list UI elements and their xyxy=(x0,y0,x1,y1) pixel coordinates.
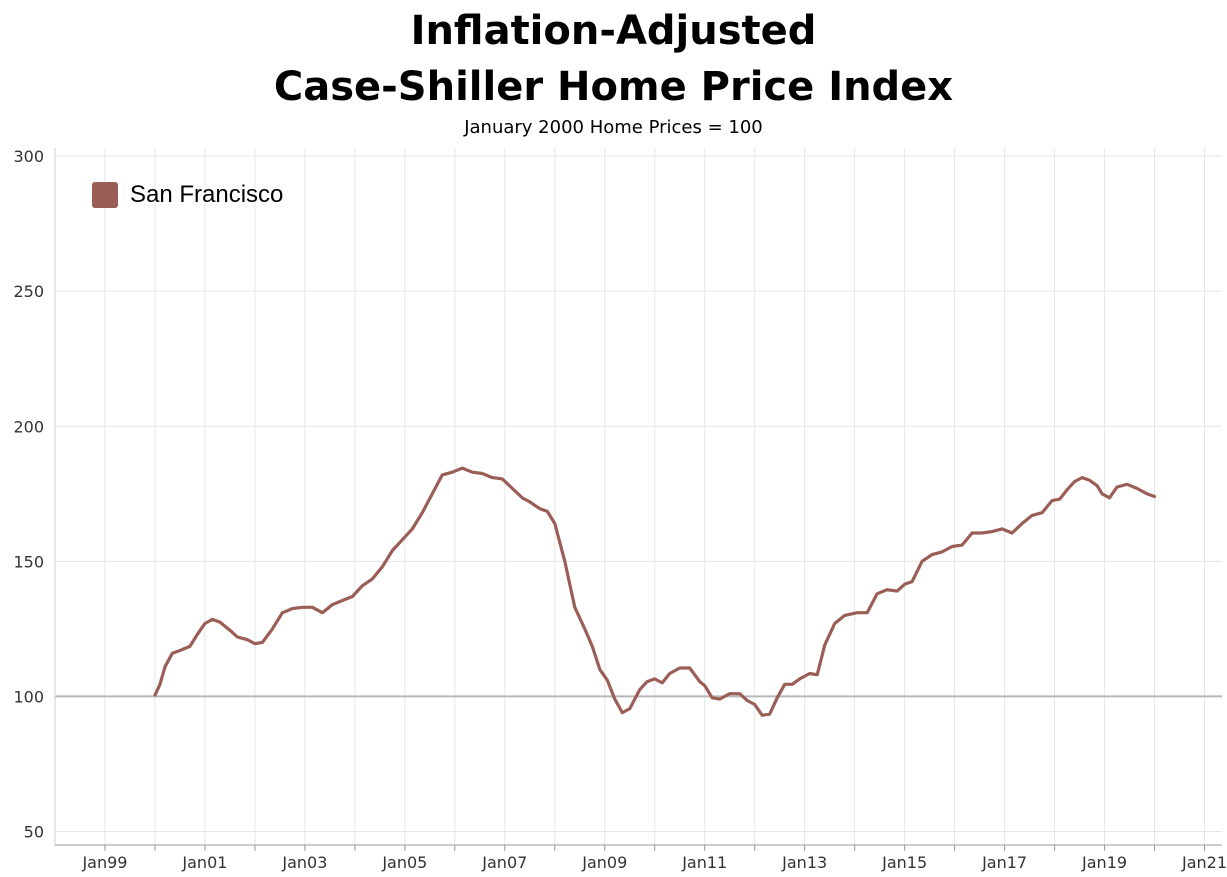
y-tick-label-50: 50 xyxy=(24,822,44,841)
x-tick-label-jan13: Jan13 xyxy=(781,853,827,872)
legend: San Francisco xyxy=(92,181,283,209)
axes xyxy=(54,148,1222,851)
x-tick-label-jan19: Jan19 xyxy=(1081,853,1127,872)
chart-title-line-2: Case-Shiller Home Price Index xyxy=(273,64,954,110)
chart-title-line-1: Inflation-Adjusted xyxy=(410,8,817,54)
series-line-san-francisco xyxy=(153,466,1157,717)
x-tick-label-jan03: Jan03 xyxy=(281,853,327,872)
x-tick-label-jan99: Jan99 xyxy=(81,853,127,872)
chart-subtitle: January 2000 Home Prices = 100 xyxy=(464,117,763,138)
x-tick-label-jan01: Jan01 xyxy=(181,853,227,872)
x-tick-label-jan05: Jan05 xyxy=(381,853,427,872)
x-gridlines xyxy=(104,148,1206,845)
y-tick-label-200: 200 xyxy=(13,417,44,436)
legend-label-san-francisco: San Francisco xyxy=(130,181,284,208)
x-tick-label-jan07: Jan07 xyxy=(481,853,527,872)
legend-swatch-san-francisco xyxy=(92,182,118,208)
x-tick-label-jan11: Jan11 xyxy=(681,853,727,872)
y-tick-label-250: 250 xyxy=(13,282,44,301)
y-gridlines xyxy=(55,155,1222,832)
x-tick-label-jan21: Jan21 xyxy=(1181,853,1227,872)
series-group xyxy=(153,466,1157,717)
x-tick-label-jan09: Jan09 xyxy=(581,853,627,872)
x-axis-ticks: Jan99 Jan01 Jan03 Jan05 Jan07 Jan09 Jan11 Jan13… xyxy=(81,853,1227,872)
y-tick-label-300: 300 xyxy=(13,147,44,166)
y-tick-label-150: 150 xyxy=(13,552,44,571)
y-axis-ticks: 50 100 150 200 250 300 xyxy=(13,147,44,841)
y-tick-label-100: 100 xyxy=(13,687,44,706)
x-tick-label-jan17: Jan17 xyxy=(981,853,1027,872)
x-tick-label-jan15: Jan15 xyxy=(881,853,927,872)
